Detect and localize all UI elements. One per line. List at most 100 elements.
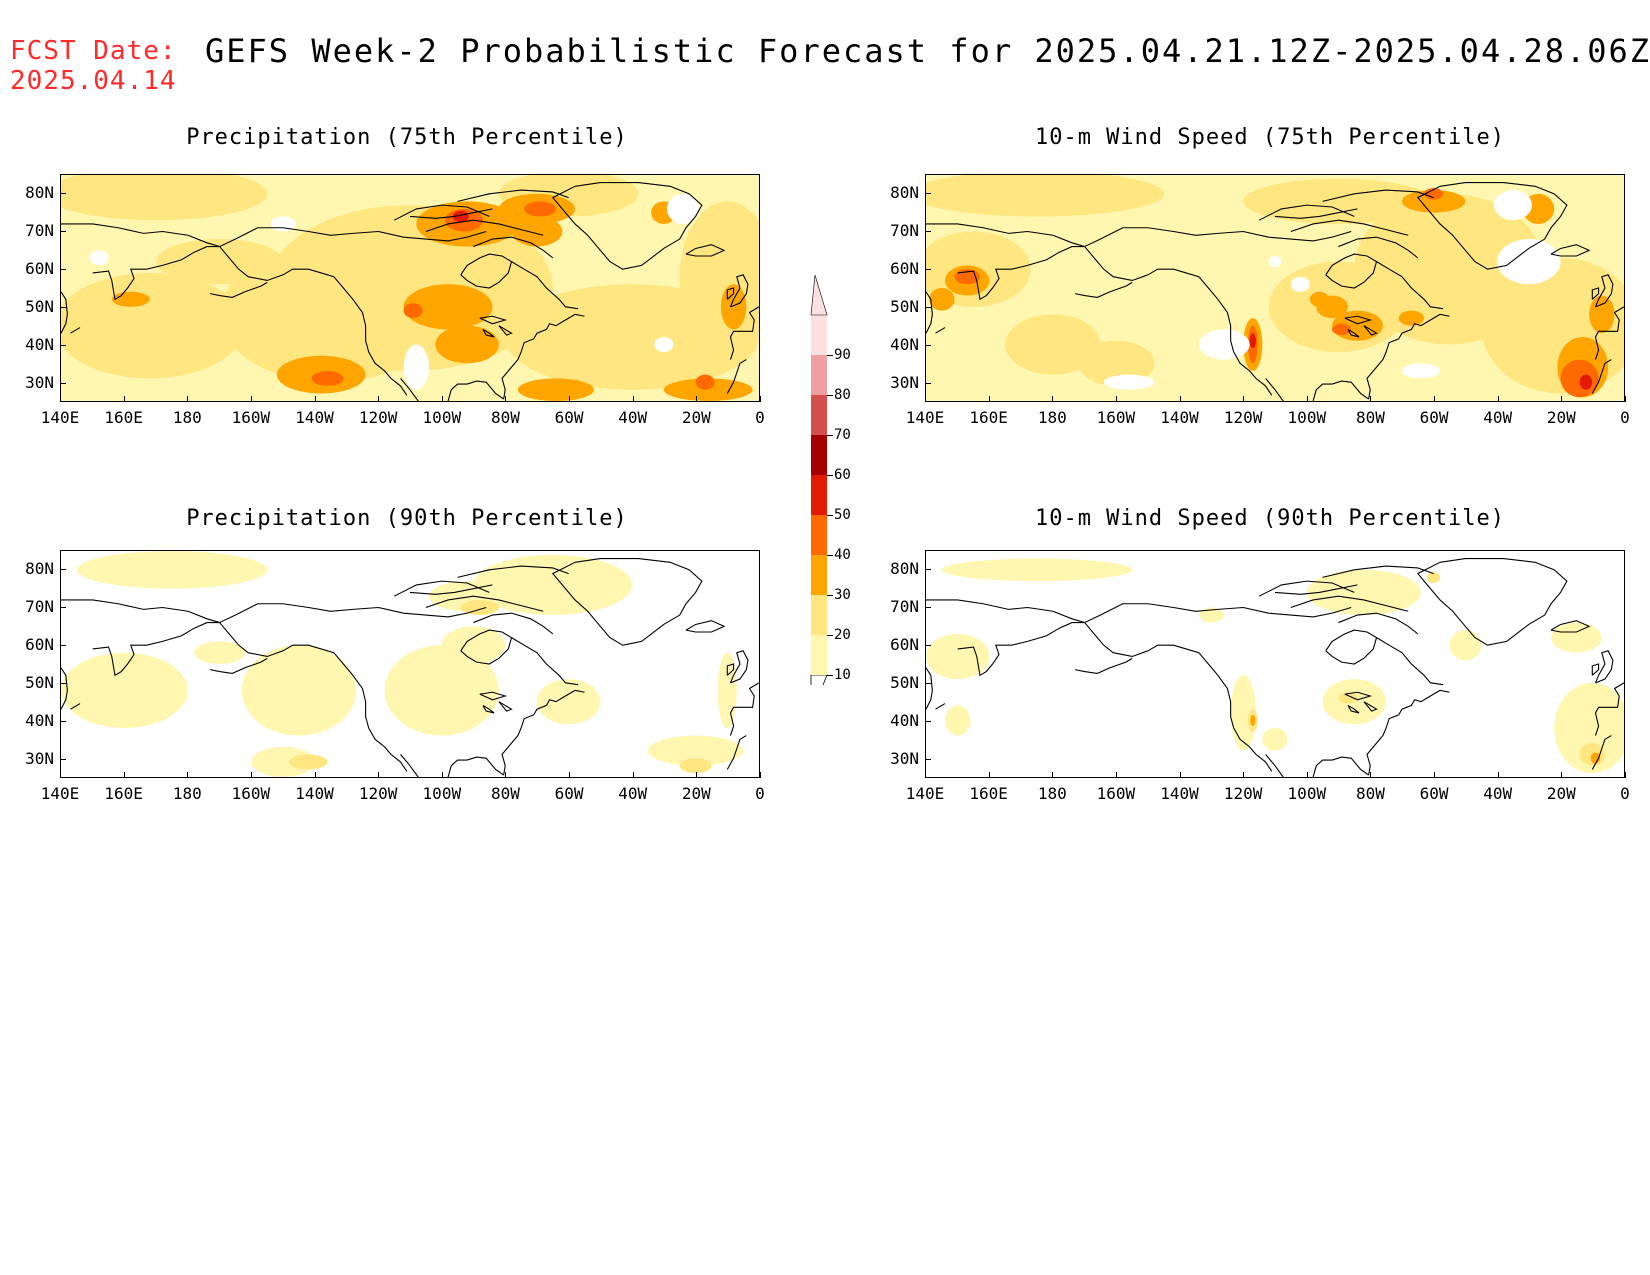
lon-tick-label: 160E — [104, 408, 143, 427]
lon-tick-label: 140W — [295, 408, 334, 427]
panel-title-wind90: 10-m Wind Speed (90th Percentile) — [1034, 506, 1506, 531]
coastline — [1074, 657, 1133, 674]
coastline — [1274, 584, 1358, 595]
lon-tick-label: 80W — [491, 784, 520, 803]
lon-tick-label: 0 — [1620, 784, 1630, 803]
coastline — [511, 261, 579, 310]
lon-tick-mark — [123, 396, 125, 402]
coastline — [1322, 565, 1434, 578]
lat-tick-mark — [60, 193, 66, 194]
colorbar-level-label: 30 — [834, 587, 851, 603]
lon-tick-label: 40W — [1483, 408, 1513, 427]
coastline — [409, 584, 493, 595]
probability-contour-c20 — [1338, 692, 1358, 704]
colorbar-tick — [827, 395, 833, 396]
map-panel-precip75 — [60, 174, 760, 402]
coastline — [1416, 181, 1568, 270]
colorbar-level-label: 40 — [834, 547, 851, 563]
probability-contour-c20 — [460, 599, 499, 616]
below-threshold-area — [1401, 363, 1440, 379]
probability-contour-c40 — [524, 201, 556, 217]
lon-tick-mark — [1243, 396, 1245, 402]
lon-tick-mark — [1434, 772, 1436, 778]
lon-tick-mark — [988, 772, 990, 778]
lat-tick-label: 50N — [890, 297, 919, 316]
lat-tick-mark — [925, 383, 931, 384]
lat-tick-mark — [60, 683, 66, 684]
lon-tick-mark — [1115, 772, 1117, 778]
lat-tick-mark — [925, 759, 931, 760]
coastline — [1322, 189, 1434, 202]
coastline — [501, 689, 585, 776]
coastline — [92, 622, 220, 677]
probability-contour-c10 — [1262, 728, 1288, 751]
probability-contour-c10 — [384, 645, 499, 736]
colorbar-tick — [827, 595, 833, 596]
coastline — [425, 219, 544, 236]
probability-contour-c40 — [403, 303, 423, 319]
lon-tick-label: 60W — [554, 784, 584, 803]
lon-tick-mark — [632, 772, 634, 778]
lon-tick-mark — [696, 772, 698, 778]
lat-tick-mark — [60, 269, 66, 270]
lat-tick-label: 70N — [25, 221, 54, 240]
probability-contour-c10 — [1449, 630, 1482, 661]
probability-contour-c20 — [1005, 314, 1101, 375]
lon-tick-mark — [187, 396, 189, 402]
probability-contour-c40 — [1332, 323, 1352, 336]
probability-contour-c30 — [517, 378, 595, 401]
lon-tick-label: 140W — [1160, 408, 1199, 427]
coastline — [209, 281, 268, 298]
colorbar-tick — [827, 475, 833, 476]
probability-contour-c30 — [663, 378, 753, 401]
lon-tick-label: 140E — [905, 784, 945, 803]
probability-contour-c30 — [1590, 752, 1601, 764]
coastline — [1366, 313, 1450, 400]
coastline — [457, 565, 569, 578]
probability-contour-c20 — [219, 246, 442, 383]
colorbar-segment — [811, 435, 827, 475]
lon-tick-mark — [505, 772, 507, 778]
lon-tick-mark — [123, 772, 125, 778]
probability-contour-c30 — [511, 216, 563, 247]
coastline — [498, 701, 513, 712]
lat-tick-mark — [60, 383, 66, 384]
colorbar-tick — [827, 555, 833, 556]
colorbar-tick — [827, 355, 833, 356]
coastline — [1290, 219, 1409, 236]
lon-tick-label: 180 — [172, 784, 202, 803]
lon-tick-label: 40W — [1483, 784, 1513, 803]
lon-tick-mark — [314, 396, 316, 402]
coastline — [926, 223, 1085, 248]
lat-tick-label: 60N — [25, 259, 54, 278]
coastline — [926, 599, 1085, 624]
coastline — [400, 378, 419, 401]
lat-tick-label: 30N — [25, 749, 54, 768]
lon-tick-label: 160E — [104, 784, 143, 803]
coastline — [1376, 637, 1444, 686]
lon-tick-label: 0 — [755, 408, 765, 427]
probability-contour-c20 — [61, 175, 268, 221]
coastline — [482, 328, 495, 338]
probability-contour-c50 — [452, 210, 469, 223]
below-threshold-area — [1198, 329, 1250, 360]
probability-contour-c10 — [1198, 607, 1225, 623]
lat-tick-mark — [925, 231, 931, 232]
colorbar-level-label: 60 — [834, 467, 851, 483]
probability-contour-c20 — [1427, 571, 1440, 584]
below-threshold-area — [1290, 276, 1310, 292]
coastline — [1591, 663, 1600, 676]
below-threshold-area — [1103, 374, 1155, 390]
probability-contour-c30 — [1401, 190, 1466, 213]
coastline — [551, 181, 703, 270]
coastline — [219, 227, 487, 248]
lat-tick-label: 70N — [890, 221, 919, 240]
coastline — [393, 580, 490, 597]
probability-contour-c30 — [1589, 295, 1615, 334]
lon-tick-label: 160W — [231, 408, 271, 427]
coastline — [1258, 580, 1355, 597]
lon-tick-label: 160E — [969, 784, 1008, 803]
coastline — [1338, 236, 1419, 259]
lon-tick-label: 120W — [1223, 784, 1263, 803]
map-canvas — [61, 551, 759, 777]
